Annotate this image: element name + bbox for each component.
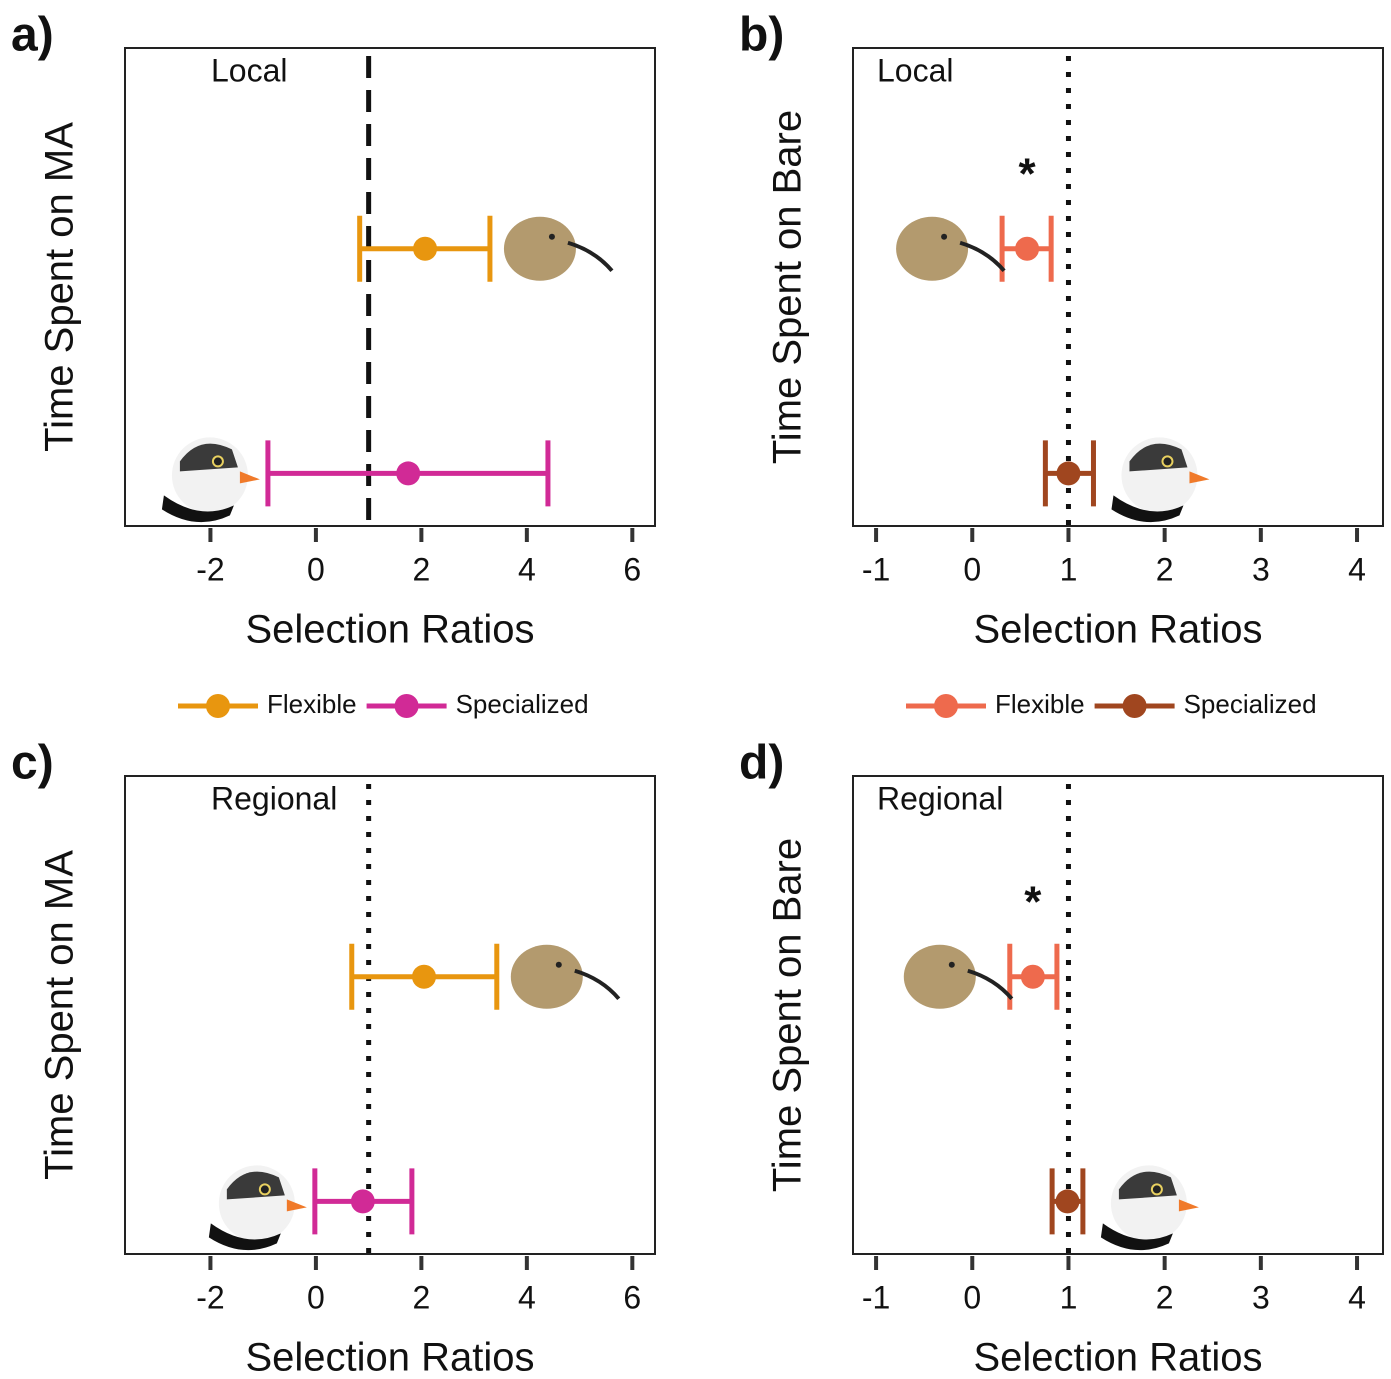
icon-head: [503, 216, 576, 281]
x-axis-label: Selection Ratios: [245, 1336, 534, 1379]
icon-beak: [574, 968, 621, 1001]
point: [350, 1189, 375, 1214]
legend-label: Specialized: [1184, 689, 1317, 719]
icon-collar: [208, 1223, 281, 1251]
significance-label: *: [1019, 149, 1037, 198]
x-tick-label: 0: [963, 551, 981, 587]
x-axis-label: Selection Ratios: [973, 608, 1262, 652]
icon-crown: [179, 443, 238, 472]
icon-crown: [226, 1171, 285, 1200]
point: [413, 236, 438, 261]
point: [1056, 461, 1081, 486]
x-tick-label: 6: [623, 551, 641, 587]
icon-beak: [286, 1199, 307, 1212]
legend-marker: [206, 694, 230, 718]
panel-label: b): [739, 9, 784, 62]
point: [1055, 1189, 1080, 1214]
icon-crown: [1118, 1171, 1177, 1200]
icon-head: [903, 944, 976, 1009]
annotation: Regional: [211, 780, 337, 816]
icon-eye: [948, 961, 955, 968]
x-tick-label: -2: [196, 1279, 224, 1315]
plover-icon: [161, 437, 260, 523]
panel-label: c): [11, 737, 54, 790]
x-tick-label: -1: [862, 551, 890, 587]
plover-icon: [208, 1165, 307, 1251]
x-tick-label: 0: [307, 1279, 325, 1315]
x-tick-label: 4: [1348, 1279, 1366, 1315]
icon-beak: [1178, 1199, 1199, 1212]
x-tick-label: 1: [1060, 551, 1078, 587]
y-axis-label: Time Spent on MA: [38, 122, 82, 452]
icon-eye: [548, 233, 555, 240]
annotation: Regional: [877, 780, 1003, 816]
x-tick-label: 2: [1156, 1279, 1174, 1315]
point: [1015, 236, 1040, 261]
plot-frame: [852, 47, 1384, 527]
annotation: Local: [211, 52, 288, 88]
curlew-icon: [503, 216, 614, 281]
panel-label: a): [11, 9, 54, 62]
x-tick-label: 4: [518, 551, 536, 587]
icon-beak: [567, 240, 614, 273]
icon-head: [510, 944, 583, 1009]
legend-marker: [934, 694, 958, 718]
icon-eye: [1150, 1183, 1163, 1196]
point: [396, 461, 421, 486]
icon-beak: [967, 968, 1014, 1001]
plot-frame: [852, 775, 1384, 1255]
legend-label: Flexible: [267, 689, 357, 719]
x-tick-label: -1: [862, 1279, 890, 1315]
icon-collar: [161, 495, 234, 523]
annotation: Local: [877, 52, 954, 88]
x-tick-label: -2: [196, 551, 224, 587]
x-tick-label: 2: [412, 551, 430, 587]
legend-marker: [394, 694, 419, 718]
panel-label: d): [739, 737, 784, 790]
curlew-icon: [896, 216, 1006, 281]
icon-eye: [941, 233, 948, 240]
icon-collar: [1100, 1223, 1173, 1251]
x-tick-label: 3: [1252, 1279, 1270, 1315]
x-tick-label: 6: [623, 1279, 641, 1315]
x-tick-label: 0: [307, 551, 325, 587]
legend-label: Specialized: [456, 689, 589, 719]
icon-beak: [239, 471, 260, 484]
icon-eye: [211, 455, 224, 468]
x-tick-label: 4: [518, 1279, 536, 1315]
x-tick-label: 2: [412, 1279, 430, 1315]
icon-beak: [959, 240, 1006, 273]
icon-eye: [1161, 455, 1174, 468]
x-tick-label: 3: [1252, 551, 1270, 587]
plot-frame: [124, 775, 656, 1255]
icon-beak: [1189, 471, 1210, 484]
point: [1020, 964, 1045, 989]
x-tick-label: 2: [1156, 551, 1174, 587]
icon-crown: [1129, 443, 1188, 472]
plot-frame: [124, 47, 656, 527]
icon-collar: [1111, 495, 1184, 523]
x-axis-label: Selection Ratios: [245, 608, 534, 652]
x-tick-label: 4: [1348, 551, 1366, 587]
legend-label: Flexible: [995, 689, 1085, 719]
y-axis-label: Time Spent on Bare: [766, 838, 810, 1192]
plover-icon: [1111, 437, 1210, 523]
x-tick-label: 0: [963, 1279, 981, 1315]
point: [412, 964, 437, 989]
x-tick-label: 1: [1060, 1279, 1078, 1315]
significance-label: *: [1024, 877, 1042, 926]
curlew-icon: [510, 944, 621, 1009]
x-axis-label: Selection Ratios: [973, 1336, 1262, 1379]
legend-marker: [1122, 694, 1147, 718]
curlew-icon: [903, 944, 1014, 1009]
icon-eye: [258, 1183, 271, 1196]
y-axis-label: Time Spent on MA: [38, 850, 82, 1180]
plover-icon: [1100, 1165, 1199, 1251]
y-axis-label: Time Spent on Bare: [766, 110, 810, 464]
icon-head: [896, 216, 969, 281]
icon-eye: [555, 961, 562, 968]
